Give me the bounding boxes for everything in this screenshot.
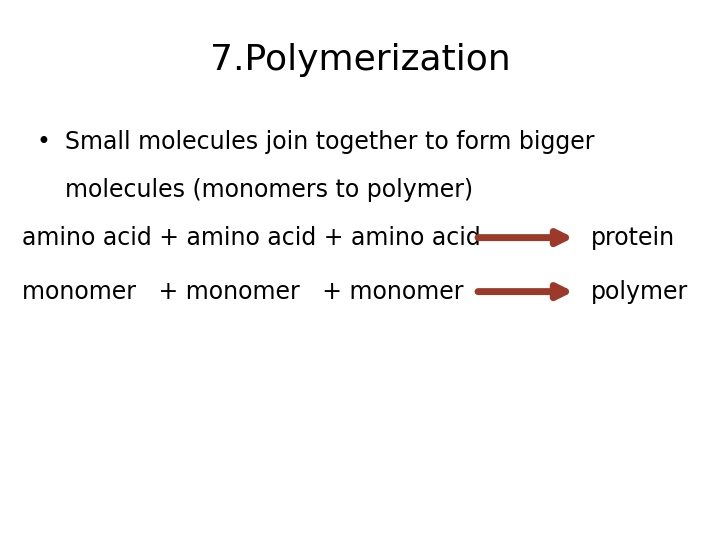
- Text: protein: protein: [590, 226, 675, 249]
- Text: Small molecules join together to form bigger: Small molecules join together to form bi…: [65, 130, 594, 153]
- Text: amino acid + amino acid + amino acid: amino acid + amino acid + amino acid: [22, 226, 480, 249]
- Text: •: •: [36, 130, 50, 153]
- Text: monomer   + monomer   + monomer: monomer + monomer + monomer: [22, 280, 463, 303]
- Text: molecules (monomers to polymer): molecules (monomers to polymer): [65, 178, 473, 202]
- Text: polymer: polymer: [590, 280, 688, 303]
- Text: 7.Polymerization: 7.Polymerization: [210, 43, 510, 77]
